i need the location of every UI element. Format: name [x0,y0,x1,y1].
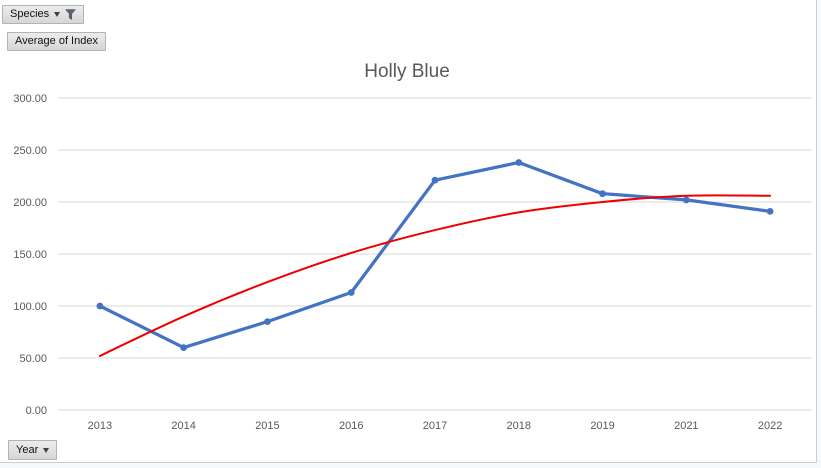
species-filter-label: Species [10,8,50,20]
chart-title[interactable]: Holly Blue [364,61,450,82]
data-point-marker[interactable] [682,196,690,204]
y-axis-tick-label: 50.00 [19,353,47,365]
x-axis-tick-label: 2016 [339,420,363,432]
series-line[interactable] [98,160,772,350]
data-point-marker[interactable] [431,176,439,184]
x-axis-tick-label: 2017 [423,420,447,432]
x-axis-tick-label: 2021 [674,420,698,432]
value-field-button[interactable]: Average of Index [7,32,106,51]
x-axis-tick-label: 2015 [255,420,279,432]
chevron-down-icon [43,447,50,453]
x-axis-tick-label: 2013 [88,420,112,432]
y-axis-tick-label: 250.00 [13,145,47,157]
data-point-marker[interactable] [766,207,774,215]
chevron-down-icon [54,12,61,17]
y-axis-tick-label: 200.00 [13,197,47,209]
y-axis-tick-label: 100.00 [13,301,47,313]
data-point-marker[interactable] [347,289,355,296]
value-field-label: Average of Index [15,35,98,47]
data-point-marker[interactable] [515,159,523,166]
x-axis-tick-label: 2019 [590,420,614,432]
trendline[interactable] [98,194,772,357]
y-axis-tick-label: 150.00 [13,249,47,261]
x-axis-tick-label: 2014 [171,420,195,432]
data-point-marker[interactable] [180,344,188,351]
data-point-marker[interactable] [264,318,271,325]
y-axis-tick-label: 300.00 [13,93,47,105]
year-axis-label: Year [16,443,39,456]
x-axis-tick-label: 2022 [758,420,782,432]
data-point-marker[interactable] [599,190,606,198]
x-axis-tick-label: 2018 [507,420,531,432]
data-point-marker[interactable] [96,302,104,310]
y-axis-tick-label: 0.00 [26,405,47,417]
year-axis-button[interactable]: Year [8,440,58,460]
filter-icon [65,9,77,20]
species-filter-button[interactable]: Species [2,5,85,24]
